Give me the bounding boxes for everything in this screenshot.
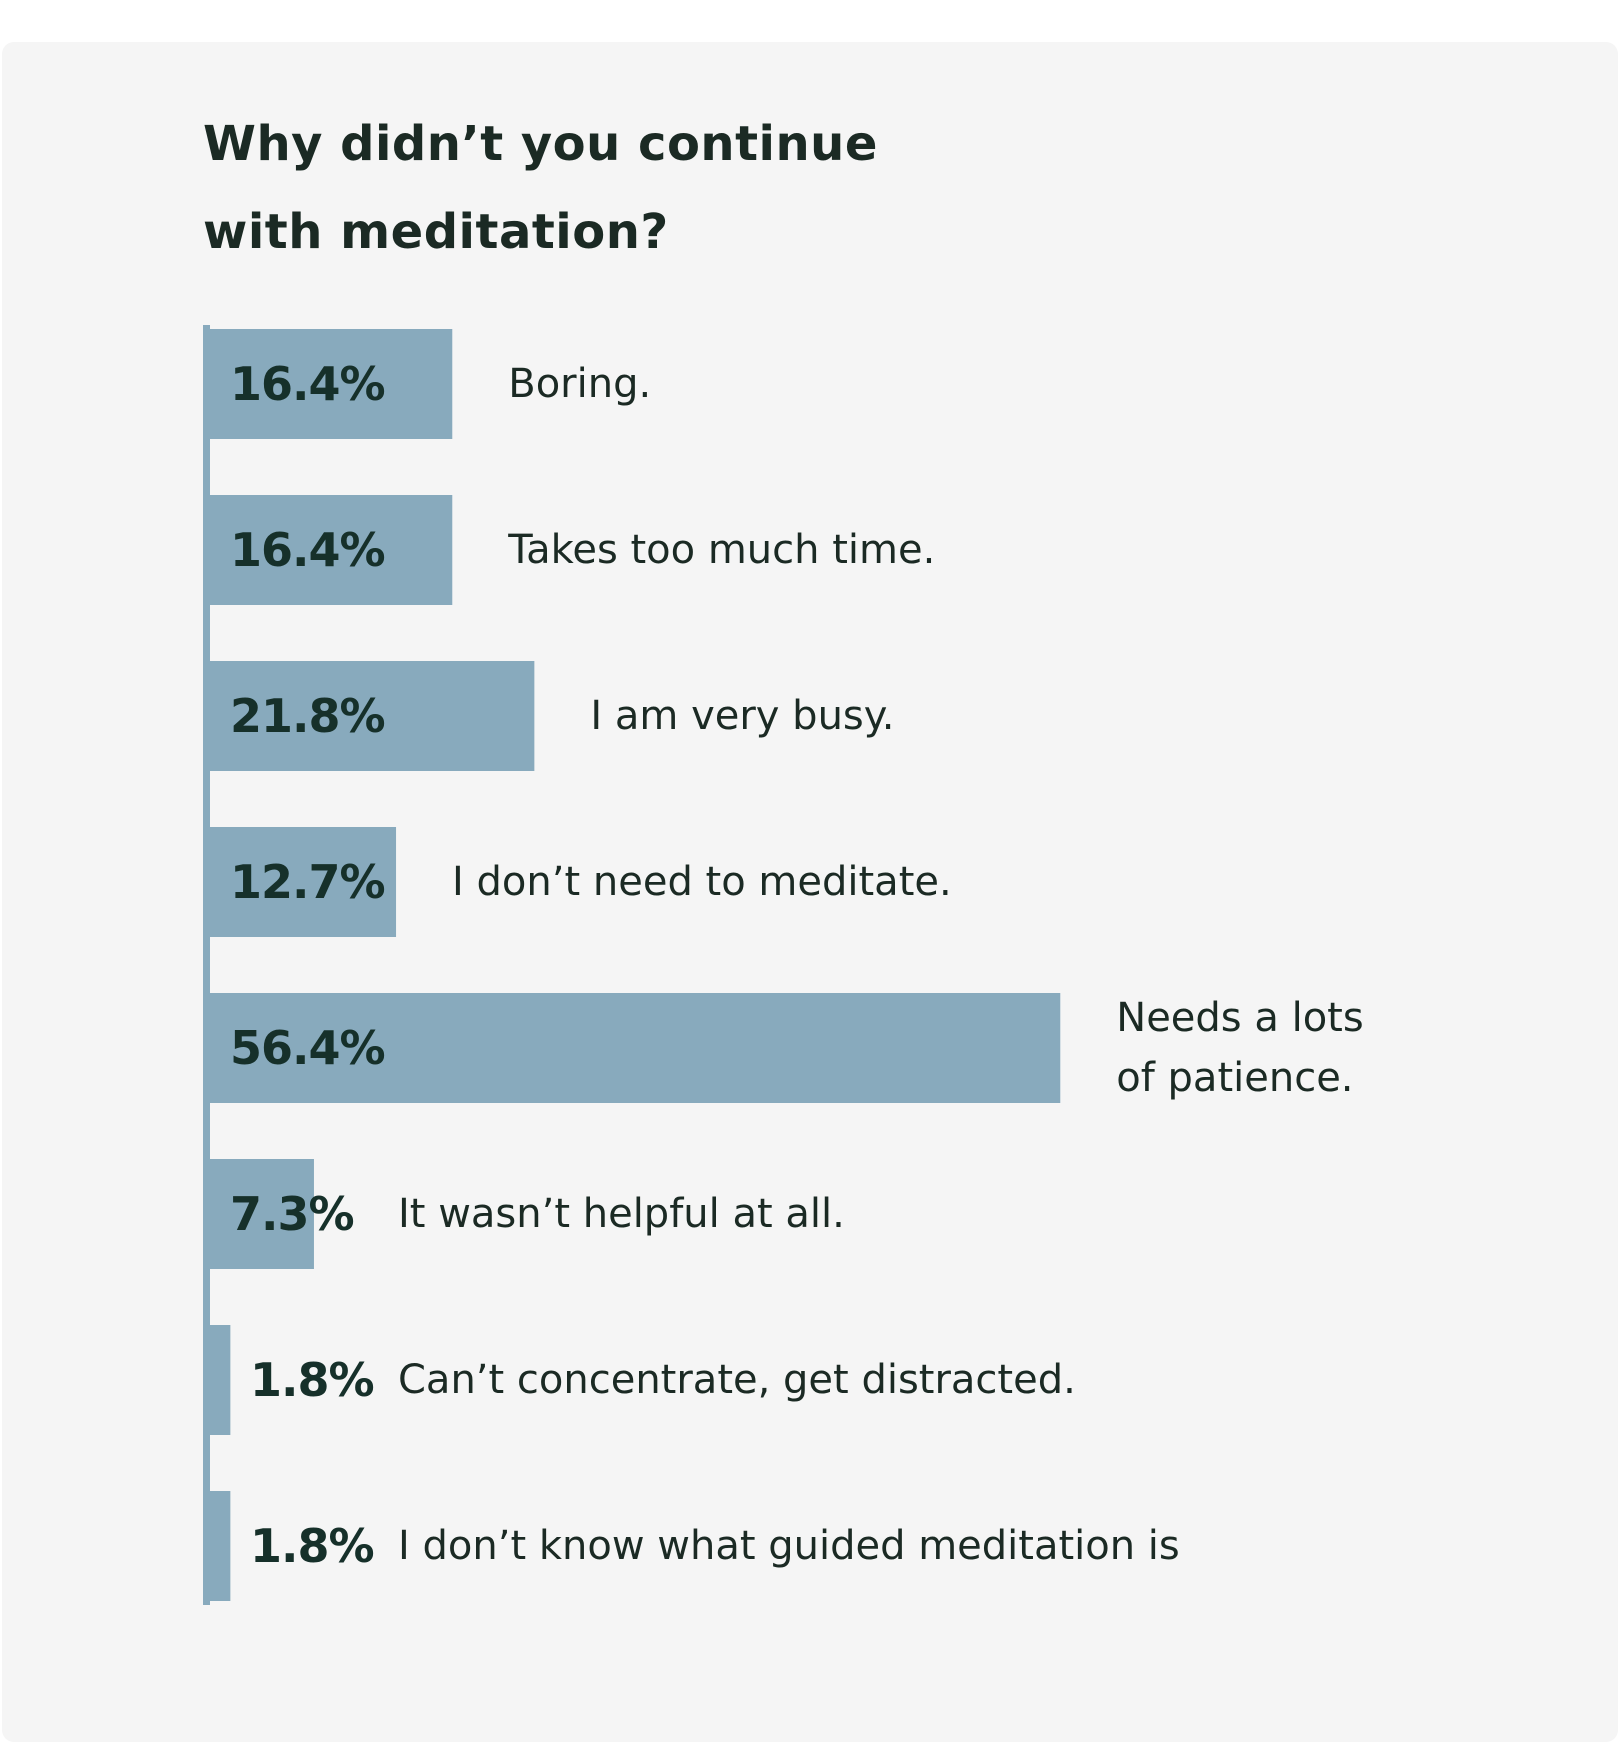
category-label: It wasn’t helpful at all. (398, 1191, 845, 1237)
bar (203, 1325, 231, 1435)
bar (203, 329, 453, 439)
category-label: I don’t need to meditate. (452, 859, 952, 905)
bar (203, 993, 1061, 1103)
value-label: 21.8% (230, 689, 385, 743)
value-label: 16.4% (230, 523, 385, 577)
category-label: Boring. (508, 361, 651, 407)
category-label: Takes too much time. (507, 527, 935, 573)
bar (203, 495, 453, 605)
category-label: of patience. (1116, 1055, 1353, 1101)
value-label: 7.3% (230, 1187, 354, 1241)
category-label: I am very busy. (590, 693, 894, 739)
bar-axis-line (203, 325, 210, 1605)
bar (203, 1491, 231, 1601)
value-label: 56.4% (230, 1021, 385, 1075)
chart-title: Why didn’t you continue with meditation? (203, 116, 878, 260)
category-label: Needs a lots (1116, 995, 1363, 1041)
bar (203, 661, 535, 771)
value-label: 1.8% (250, 1353, 374, 1407)
bar (203, 827, 397, 937)
category-label: Can’t concentrate, get distracted. (398, 1357, 1076, 1403)
bar (203, 1159, 314, 1269)
category-label: I don’t know what guided meditation is (398, 1523, 1180, 1569)
value-label: 1.8% (250, 1519, 374, 1573)
value-label: 12.7% (230, 855, 385, 909)
value-label: 16.4% (230, 357, 385, 411)
